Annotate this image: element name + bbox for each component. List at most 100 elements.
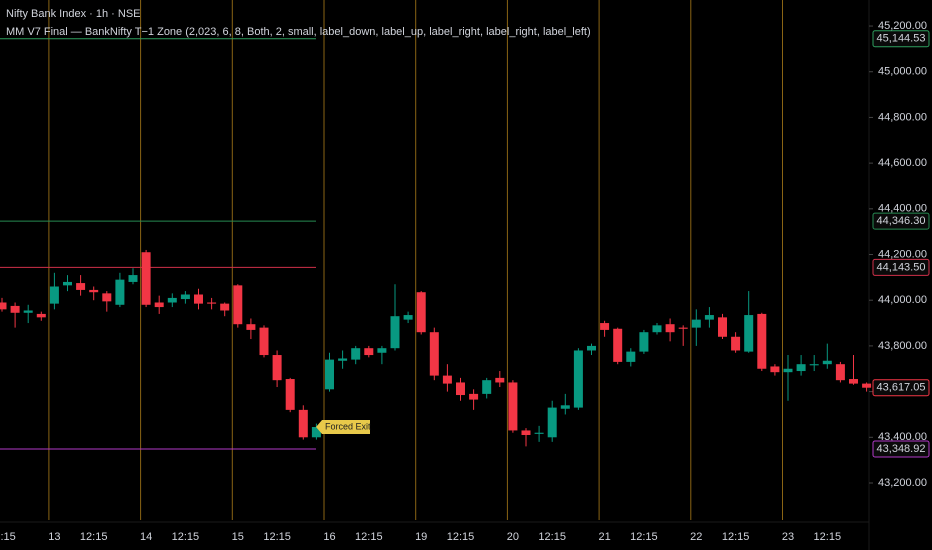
candle-body bbox=[521, 430, 531, 436]
candle-body bbox=[311, 427, 321, 438]
annotation-text: Forced Exit bbox=[325, 421, 371, 431]
x-tick-label: 23 bbox=[782, 531, 794, 543]
candle-body bbox=[822, 360, 832, 365]
candle-body bbox=[403, 315, 413, 320]
candle-body bbox=[731, 336, 741, 351]
candle-body bbox=[639, 332, 649, 352]
candle-body bbox=[429, 332, 439, 376]
candle-body bbox=[102, 293, 112, 302]
candle-body bbox=[154, 302, 164, 308]
candle-body bbox=[704, 315, 714, 320]
price-label-box bbox=[872, 212, 930, 230]
x-tick-label: 19 bbox=[415, 531, 427, 543]
x-tick-label: 12:15 bbox=[814, 531, 842, 543]
y-tick-label: 44,800.00 bbox=[878, 111, 927, 123]
candle-body bbox=[626, 351, 636, 362]
candle-body bbox=[508, 382, 518, 431]
candle-body bbox=[377, 348, 387, 353]
candle-body bbox=[285, 379, 295, 410]
price-label: 43,617.05 bbox=[877, 382, 926, 394]
x-tick-label: 15 bbox=[232, 531, 244, 543]
candle-body bbox=[652, 325, 662, 333]
candle-body bbox=[495, 377, 505, 383]
candle-body bbox=[482, 380, 492, 394]
candle-body bbox=[364, 348, 374, 356]
y-tick-label: 44,200.00 bbox=[878, 248, 927, 260]
candle-body bbox=[442, 375, 452, 384]
x-tick-label: 12:15 bbox=[538, 531, 566, 543]
candle-body bbox=[862, 383, 872, 388]
y-tick-label: 43,400.00 bbox=[878, 431, 927, 443]
plot-area bbox=[0, 0, 872, 520]
x-tick-label: 21 bbox=[598, 531, 610, 543]
candle-body bbox=[23, 310, 33, 313]
candle-body bbox=[613, 328, 623, 362]
candle-body bbox=[718, 317, 727, 337]
candle-body bbox=[835, 364, 845, 381]
candle-body bbox=[573, 350, 583, 408]
indicator-title: MM V7 Final — BankNifty T−1 Zone (2,023,… bbox=[6, 26, 591, 38]
candle-body bbox=[180, 294, 190, 300]
price-label: 45,144.53 bbox=[877, 33, 926, 45]
y-tick-label: 45,200.00 bbox=[878, 20, 927, 32]
candle-body bbox=[10, 305, 20, 313]
candle-body bbox=[849, 379, 858, 384]
candle-body bbox=[89, 289, 99, 293]
x-tick-label: 12:15 bbox=[263, 531, 291, 543]
candle-body bbox=[246, 324, 256, 330]
x-tick-label: 12:15 bbox=[722, 531, 750, 543]
candle-body bbox=[115, 279, 125, 305]
candle-body bbox=[194, 294, 203, 304]
candle-body bbox=[220, 303, 230, 311]
price-label-box bbox=[872, 30, 930, 48]
candle-body bbox=[691, 319, 701, 328]
x-tick-label: 14 bbox=[140, 531, 152, 543]
price-label-box bbox=[872, 258, 930, 276]
x-tick-label: 12:15 bbox=[630, 531, 658, 543]
candle-body bbox=[534, 432, 544, 434]
candle-body bbox=[783, 368, 793, 373]
x-tick-label: 12:15 bbox=[447, 531, 475, 543]
x-tick-label: 20 bbox=[507, 531, 519, 543]
candle-body bbox=[298, 409, 308, 438]
candle-body bbox=[259, 327, 269, 356]
y-tick-label: 44,400.00 bbox=[878, 203, 927, 215]
candle-body bbox=[770, 366, 780, 373]
candle-body bbox=[809, 364, 819, 366]
candle-body bbox=[272, 355, 282, 381]
candle-body bbox=[416, 292, 426, 333]
candle-body bbox=[547, 407, 557, 438]
forced-exit-label: Forced Exit bbox=[316, 420, 371, 434]
x-tick-label: 13 bbox=[48, 531, 60, 543]
candle-body bbox=[587, 345, 596, 351]
x-tick-label: 12:15 bbox=[172, 531, 200, 543]
y-tick-label: 45,000.00 bbox=[878, 66, 927, 78]
candle-body bbox=[757, 313, 767, 369]
candle-body bbox=[36, 313, 46, 318]
x-tick-label: 12:15 bbox=[80, 531, 108, 543]
candle-body bbox=[338, 358, 348, 361]
candle-body bbox=[351, 348, 361, 360]
candle-body bbox=[167, 297, 177, 303]
candle-body bbox=[665, 324, 675, 333]
candle-body bbox=[560, 405, 570, 409]
candle-body bbox=[63, 281, 72, 286]
y-tick-label: 44,000.00 bbox=[878, 294, 927, 306]
candle-body bbox=[456, 382, 465, 396]
candle-body bbox=[796, 364, 806, 372]
x-tick-label: 16 bbox=[323, 531, 335, 543]
x-tick-label: 12:15 bbox=[0, 531, 16, 543]
y-tick-label: 43,200.00 bbox=[878, 477, 927, 489]
annotation-box bbox=[316, 420, 370, 434]
candle-body bbox=[744, 315, 754, 352]
price-label-box bbox=[872, 440, 930, 458]
candle-body bbox=[469, 393, 479, 400]
candle-body bbox=[141, 252, 151, 305]
candle-body bbox=[678, 327, 688, 329]
candle-body bbox=[0, 302, 7, 310]
candle-body bbox=[600, 323, 610, 330]
price-label: 44,143.50 bbox=[877, 261, 926, 273]
candle-body bbox=[49, 286, 59, 304]
